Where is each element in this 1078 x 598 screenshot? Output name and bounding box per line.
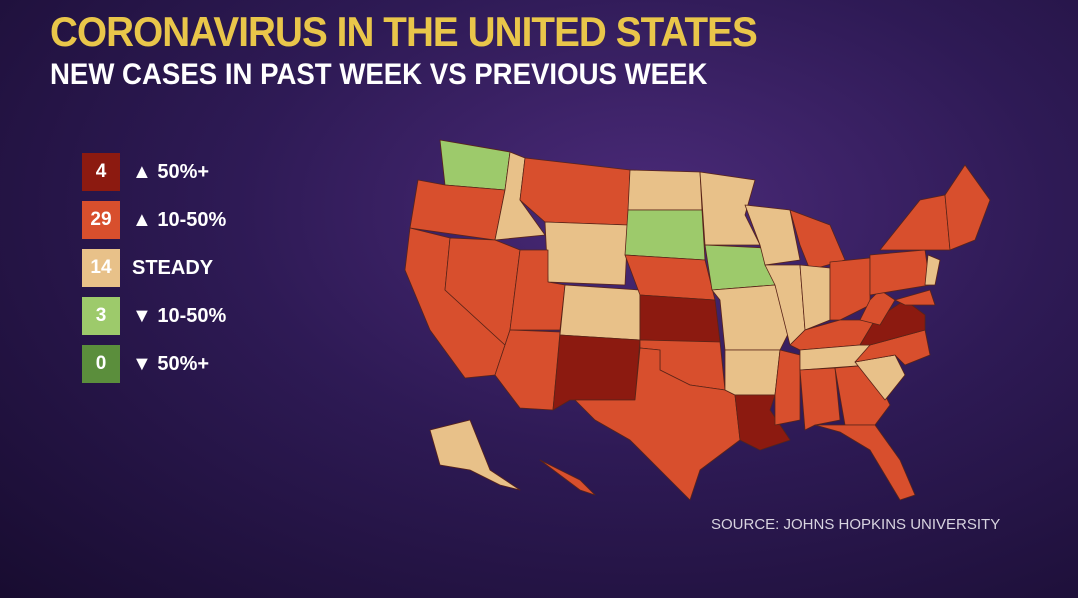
state	[799, 367, 841, 431]
legend-label: ▼ 10-50%	[132, 304, 227, 327]
legend-count: 0	[82, 345, 120, 383]
state	[559, 284, 641, 341]
state	[944, 164, 991, 251]
subtitle: NEW CASES IN PAST WEEK VS PREVIOUS WEEK	[50, 58, 708, 91]
legend-count: 3	[82, 297, 120, 335]
legend-count: 14	[82, 249, 120, 287]
legend-label: ▲ 10-50%	[132, 208, 227, 231]
state	[539, 459, 596, 496]
state	[724, 349, 781, 396]
legend-row: 14 STEADY	[82, 249, 226, 287]
state	[829, 257, 871, 321]
state	[774, 349, 801, 426]
state	[409, 179, 506, 241]
state	[519, 157, 631, 226]
state	[814, 424, 916, 501]
state	[699, 171, 761, 246]
state	[429, 419, 521, 491]
legend-row: 0 ▼ 50%+	[82, 345, 226, 383]
state	[639, 294, 721, 343]
state	[894, 289, 936, 306]
state	[869, 249, 931, 296]
state	[859, 289, 896, 326]
state	[574, 347, 741, 501]
source: SOURCE: JOHNS HOPKINS UNIVERSITY	[711, 516, 1001, 533]
legend: 4 ▲ 50%+ 29 ▲ 10-50% 14 STEADY 3 ▼ 10-50% 0 ▼ 50%…	[82, 153, 226, 393]
legend-label: STEADY	[132, 256, 214, 279]
legend-row: 29 ▲ 10-50%	[82, 201, 226, 239]
state	[544, 221, 629, 286]
state	[879, 194, 951, 251]
state	[624, 209, 706, 261]
legend-label: ▼ 50%+	[132, 352, 210, 375]
state	[789, 209, 846, 271]
state	[439, 139, 511, 191]
legend-row: 4 ▲ 50%+	[82, 153, 226, 191]
title: CORONAVIRUS IN THE UNITED STATES	[50, 8, 758, 55]
state	[552, 334, 641, 411]
legend-label: ▲ 50%+	[132, 160, 210, 183]
state	[627, 169, 703, 211]
state	[744, 204, 801, 266]
state	[799, 264, 831, 331]
legend-row: 3 ▼ 10-50%	[82, 297, 226, 335]
legend-count: 4	[82, 153, 120, 191]
state	[924, 254, 941, 286]
legend-count: 29	[82, 201, 120, 239]
